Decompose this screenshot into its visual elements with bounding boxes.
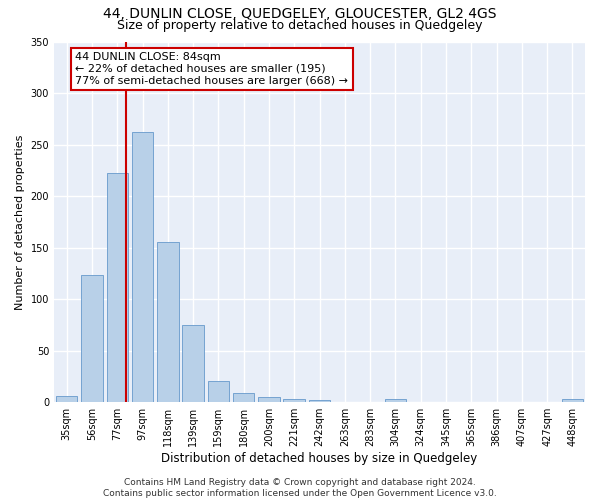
X-axis label: Distribution of detached houses by size in Quedgeley: Distribution of detached houses by size …: [161, 452, 478, 465]
Bar: [81, 276, 103, 402]
Bar: [385, 399, 406, 402]
Text: 44, DUNLIN CLOSE, QUEDGELEY, GLOUCESTER, GL2 4GS: 44, DUNLIN CLOSE, QUEDGELEY, GLOUCESTER,…: [103, 8, 497, 22]
Y-axis label: Number of detached properties: Number of detached properties: [15, 134, 25, 310]
Bar: [562, 399, 583, 402]
Bar: [182, 325, 204, 402]
Bar: [132, 132, 153, 402]
Bar: [309, 400, 330, 402]
Bar: [157, 242, 179, 402]
Bar: [107, 174, 128, 402]
Text: Contains HM Land Registry data © Crown copyright and database right 2024.
Contai: Contains HM Land Registry data © Crown c…: [103, 478, 497, 498]
Bar: [208, 380, 229, 402]
Text: Size of property relative to detached houses in Quedgeley: Size of property relative to detached ho…: [117, 19, 483, 32]
Bar: [233, 393, 254, 402]
Bar: [283, 399, 305, 402]
Bar: [56, 396, 77, 402]
Bar: [258, 397, 280, 402]
Text: 44 DUNLIN CLOSE: 84sqm
← 22% of detached houses are smaller (195)
77% of semi-de: 44 DUNLIN CLOSE: 84sqm ← 22% of detached…: [75, 52, 348, 86]
